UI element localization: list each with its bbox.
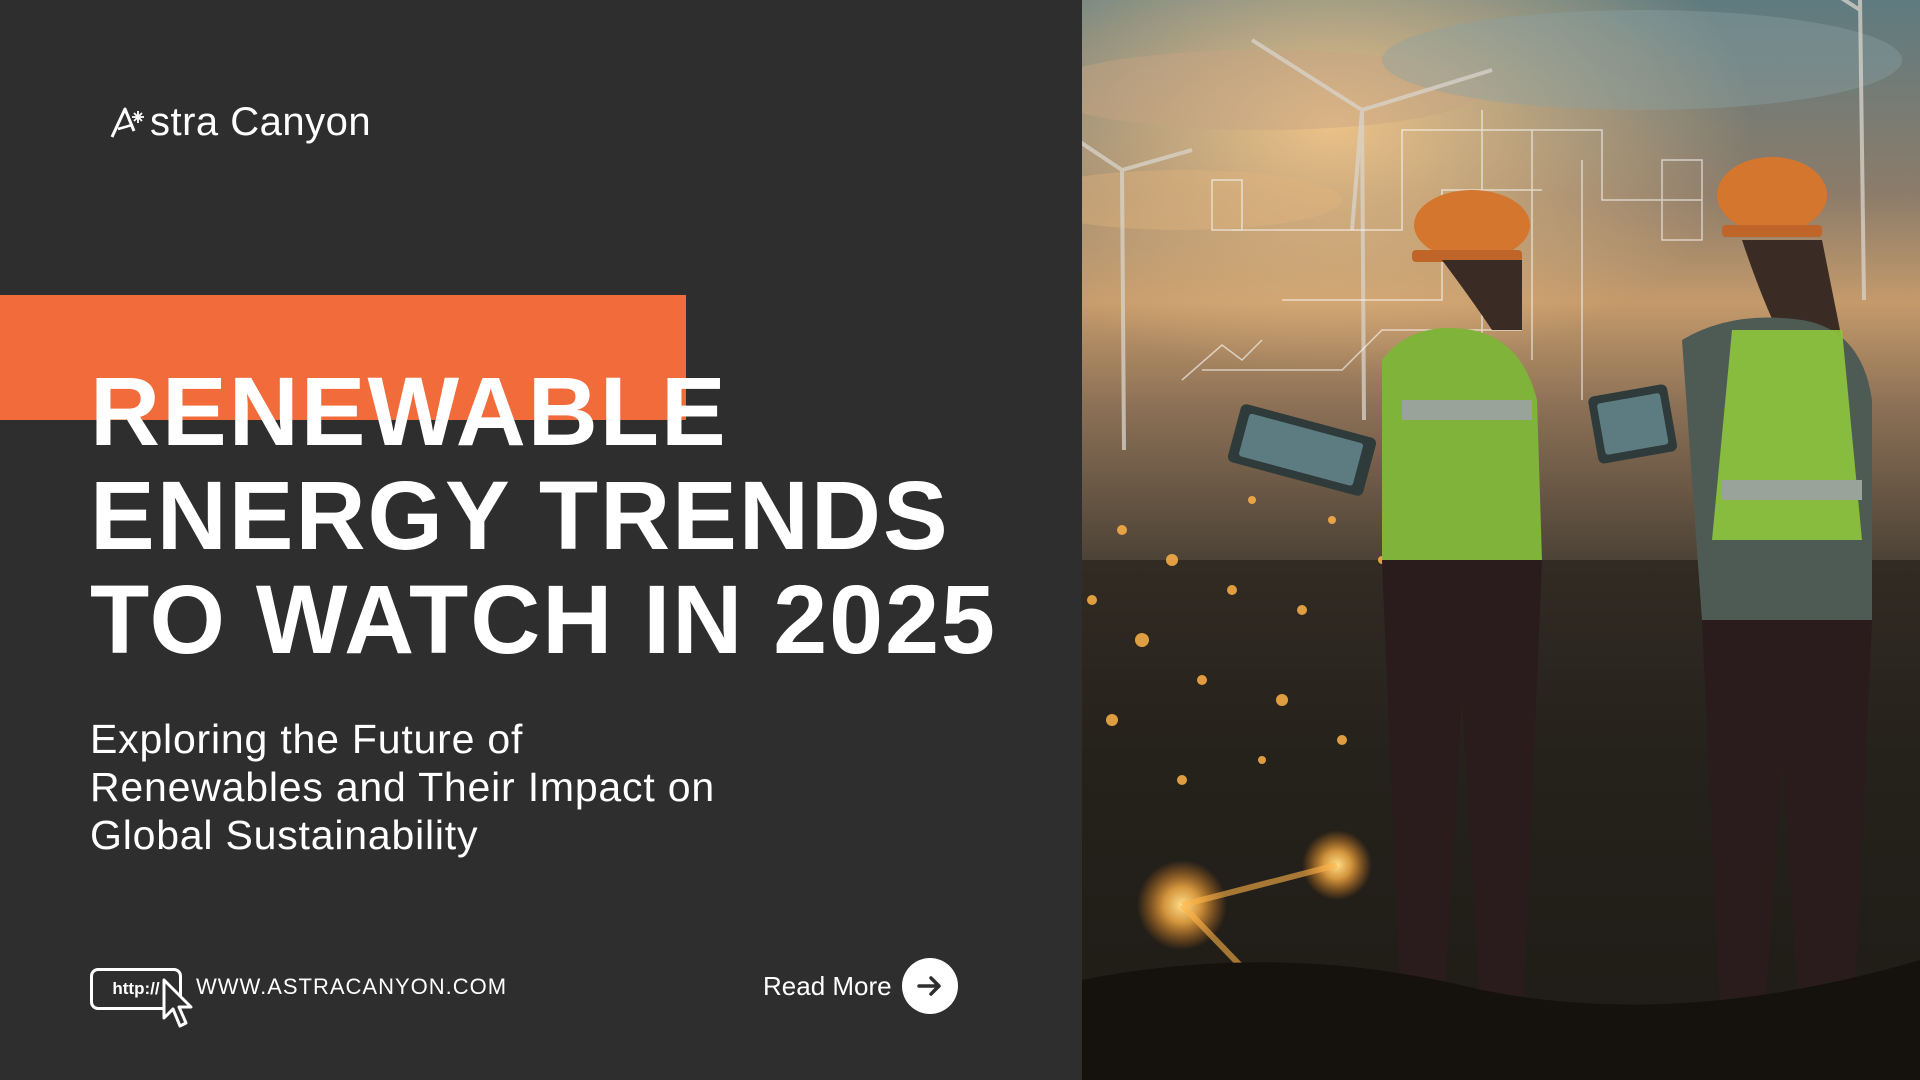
page-title: RENEWABLE ENERGY TRENDS TO WATCH IN 2025 bbox=[90, 360, 1070, 672]
url-badge: http:// bbox=[90, 968, 182, 1010]
cursor-icon bbox=[162, 978, 193, 1028]
arrow-right-glyph bbox=[916, 976, 941, 996]
engineer-right bbox=[1588, 157, 1872, 1060]
url-prefix: http:// bbox=[112, 979, 160, 998]
astra-a-star-icon bbox=[110, 107, 144, 138]
title-line-1: RENEWABLE bbox=[90, 357, 728, 466]
photo-illustration bbox=[1082, 0, 1920, 1080]
title-line-2: ENERGY TRENDS bbox=[90, 461, 950, 570]
read-more-button[interactable]: Read More bbox=[763, 958, 958, 1014]
subtitle-line-3: Global Sustainability bbox=[90, 812, 479, 858]
subtitle: Exploring the Future of Renewables and T… bbox=[90, 715, 890, 859]
engineers-wind-farm-photo bbox=[1082, 0, 1920, 1080]
brand-logo[interactable]: stra Canyon bbox=[108, 100, 371, 145]
engineer-left bbox=[1227, 190, 1542, 1040]
accent-band bbox=[0, 295, 686, 420]
arrow-right-icon[interactable] bbox=[901, 958, 958, 1014]
website-link[interactable]: WWW.ASTRACANYON.COM bbox=[196, 974, 508, 999]
left-panel: stra Canyon RENEWABLE ENERGY TRENDS TO W… bbox=[0, 100, 1070, 1028]
brand-name: stra Canyon bbox=[150, 100, 372, 144]
subtitle-line-1: Exploring the Future of bbox=[90, 716, 524, 762]
subtitle-line-2: Renewables and Their Impact on bbox=[90, 764, 715, 810]
title-line-3: TO WATCH IN 2025 bbox=[90, 565, 997, 674]
read-more-label: Read More bbox=[763, 970, 892, 1001]
